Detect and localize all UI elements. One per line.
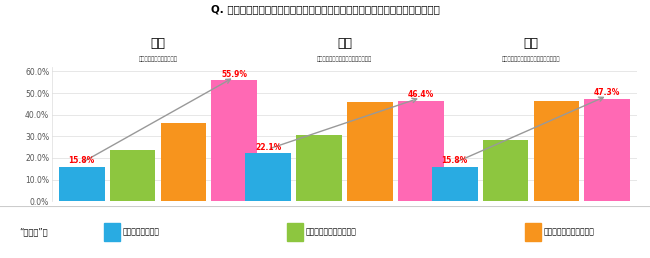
Text: （睡眠を十分にとるようにしている）: （睡眠を十分にとるようにしている） <box>317 56 372 62</box>
Text: 食事: 食事 <box>151 37 166 50</box>
Bar <box>483 140 528 201</box>
Bar <box>296 135 342 201</box>
Text: “見た目”に: “見た目”に <box>20 228 48 237</box>
Text: 睡眠: 睡眠 <box>337 37 352 50</box>
Text: 気を使っていない: 気を使っていない <box>122 228 159 237</box>
Text: あまり気を使っていない: あまり気を使っていない <box>306 228 356 237</box>
Bar <box>347 102 393 201</box>
Bar <box>58 167 105 201</box>
Text: 46.4%: 46.4% <box>408 90 434 99</box>
Text: 55.9%: 55.9% <box>221 70 247 78</box>
Bar <box>245 154 291 201</box>
FancyBboxPatch shape <box>525 223 541 241</box>
Text: まあまあ気を使っている: まあまあ気を使っている <box>543 228 594 237</box>
Bar <box>110 150 155 201</box>
Text: 15.8%: 15.8% <box>68 156 95 165</box>
Bar <box>211 80 257 201</box>
Text: （日常的に体を動かすようにしている）: （日常的に体を動かすようにしている） <box>502 56 560 62</box>
Bar <box>398 101 444 201</box>
Bar <box>534 101 579 201</box>
Text: （食事に気を使っている）: （食事に気を使っている） <box>138 56 177 62</box>
Text: 15.8%: 15.8% <box>441 156 468 165</box>
Bar <box>432 167 478 201</box>
FancyBboxPatch shape <box>287 223 303 241</box>
Text: 運動: 運動 <box>523 37 538 50</box>
Text: 22.1%: 22.1% <box>255 143 281 152</box>
Bar <box>161 123 206 201</box>
Text: Q. あなたが健康のためにやっていることを全て選んでください。（複数回答）: Q. あなたが健康のためにやっていることを全て選んでください。（複数回答） <box>211 4 439 14</box>
Bar <box>584 99 630 201</box>
FancyBboxPatch shape <box>104 223 120 241</box>
Text: 47.3%: 47.3% <box>594 88 621 97</box>
